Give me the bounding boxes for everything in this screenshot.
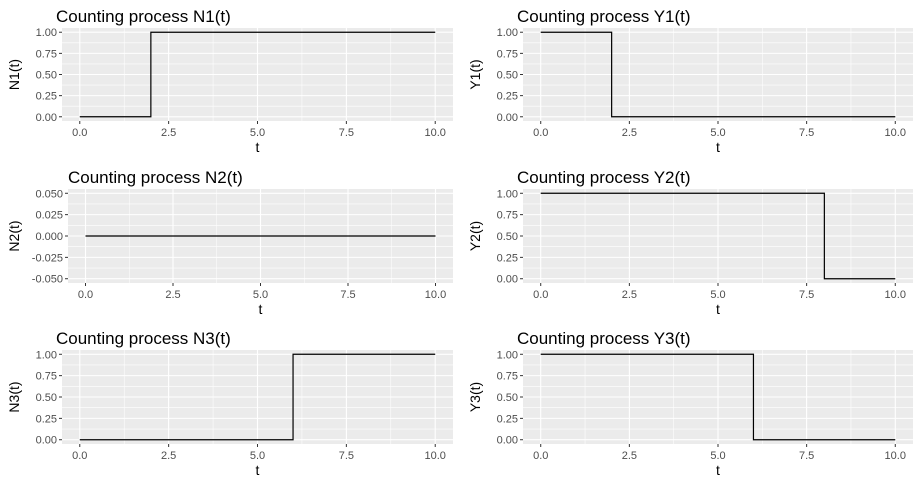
x-tick-label: 7.5 <box>340 289 355 301</box>
series-line <box>540 31 896 118</box>
y-tick-label: 0.25 <box>497 91 518 103</box>
panel-1: 0.0 2.5 5.0 7.5 10.0 0.00 0.25 0.50 0.75 1.00Coun… <box>6 7 453 155</box>
x-tick-label: 0.0 <box>533 127 548 139</box>
y-axis-label: N2(t) <box>6 220 22 251</box>
y-tick-label: 0.025 <box>35 210 63 222</box>
y-tick-label: 0.50 <box>36 70 57 82</box>
y-axis-label: N1(t) <box>6 59 22 90</box>
y-tick-label: 0.00 <box>497 112 518 124</box>
y-tick-label: 1.00 <box>497 27 518 39</box>
series-line <box>540 192 896 280</box>
x-axis-label: t <box>256 139 260 155</box>
x-tick-label: 10.0 <box>885 450 906 462</box>
x-tick-label: 0.0 <box>533 450 548 462</box>
series-line <box>79 31 436 118</box>
panel-5: 0.0 2.5 5.0 7.5 10.0 0.00 0.25 0.50 0.75 1.00Coun… <box>6 329 453 478</box>
y-tick-label: 0.050 <box>35 188 63 200</box>
x-tick-label: 0.0 <box>533 289 548 301</box>
y-tick-label: 0.00 <box>36 112 57 124</box>
y-tick-label: 0.75 <box>36 48 57 60</box>
series-line <box>79 353 436 441</box>
x-tick-label: 5.0 <box>250 450 265 462</box>
y-tick-label: 0.00 <box>497 435 518 447</box>
panel-6: 0.0 2.5 5.0 7.5 10.0 0.00 0.25 0.50 0.75 1.00Coun… <box>467 329 913 478</box>
y-tick-label: 1.00 <box>497 188 518 200</box>
x-tick-label: 7.5 <box>799 289 814 301</box>
x-tick-label: 2.5 <box>622 127 637 139</box>
y-axis-label: Y2(t) <box>467 221 483 251</box>
x-tick-label: 0.0 <box>72 127 87 139</box>
y-tick-label: 0.75 <box>497 210 518 222</box>
y-tick-label: 0.75 <box>497 371 518 383</box>
y-tick-label: 1.00 <box>36 349 57 361</box>
y-tick-label: 0.25 <box>36 413 57 425</box>
y-tick-label: -0.025 <box>32 252 63 264</box>
x-tick-label: 10.0 <box>425 450 446 462</box>
plot-title: Counting process Y2(t) <box>517 168 691 187</box>
y-tick-label: 0.25 <box>36 91 57 103</box>
x-tick-label: 5.0 <box>253 289 268 301</box>
panel-3: 0.0 2.5 5.0 7.5 10.0 -0.050 -0.025 0.000 0.025 0.… <box>6 168 453 317</box>
x-tick-label: 0.0 <box>78 289 93 301</box>
plot-title: Counting process Y3(t) <box>517 329 691 348</box>
y-tick-label: 0.50 <box>497 231 518 243</box>
y-tick-label: 0.000 <box>35 231 63 243</box>
y-tick-label: 0.00 <box>36 435 57 447</box>
y-axis-label: Y3(t) <box>467 382 483 412</box>
x-axis-label: t <box>716 301 720 317</box>
x-tick-label: 2.5 <box>161 127 176 139</box>
x-axis-label: t <box>256 462 260 478</box>
y-tick-label: 1.00 <box>497 349 518 361</box>
x-axis-label: t <box>259 301 263 317</box>
y-tick-label: 0.50 <box>497 392 518 404</box>
x-tick-label: 5.0 <box>250 127 265 139</box>
y-axis-label: N3(t) <box>6 381 22 412</box>
y-tick-label: 1.00 <box>36 27 57 39</box>
y-tick-label: 0.75 <box>497 48 518 60</box>
x-tick-label: 7.5 <box>799 127 814 139</box>
plot-title: Counting process N2(t) <box>68 168 243 187</box>
x-tick-label: 2.5 <box>161 450 176 462</box>
y-tick-label: 0.75 <box>36 371 57 383</box>
panel-2: 0.0 2.5 5.0 7.5 10.0 0.00 0.25 0.50 0.75 1.00Coun… <box>467 7 913 155</box>
x-tick-label: 10.0 <box>885 127 906 139</box>
x-tick-label: 7.5 <box>339 127 354 139</box>
panel-4: 0.0 2.5 5.0 7.5 10.0 0.00 0.25 0.50 0.75 1.00Coun… <box>467 168 913 317</box>
y-tick-label: 0.50 <box>36 392 57 404</box>
y-tick-label: 0.25 <box>497 413 518 425</box>
plot-title: Counting process Y1(t) <box>517 7 691 26</box>
y-axis-label: Y1(t) <box>467 59 483 89</box>
x-tick-label: 7.5 <box>799 450 814 462</box>
plot-title: Counting process N3(t) <box>56 329 231 348</box>
x-tick-label: 5.0 <box>710 289 725 301</box>
x-tick-label: 2.5 <box>165 289 180 301</box>
series-line <box>540 353 896 441</box>
plot-title: Counting process N1(t) <box>56 7 231 26</box>
x-tick-label: 10.0 <box>885 289 906 301</box>
x-tick-label: 5.0 <box>710 127 725 139</box>
x-tick-label: 2.5 <box>622 289 637 301</box>
y-tick-label: 0.00 <box>497 274 518 286</box>
y-tick-label: 0.25 <box>497 252 518 264</box>
x-tick-label: 0.0 <box>72 450 87 462</box>
x-axis-label: t <box>716 462 720 478</box>
x-axis-label: t <box>716 139 720 155</box>
y-tick-label: 0.50 <box>497 70 518 82</box>
x-tick-label: 10.0 <box>425 127 446 139</box>
x-tick-label: 7.5 <box>339 450 354 462</box>
x-tick-label: 2.5 <box>622 450 637 462</box>
y-tick-label: -0.050 <box>32 274 63 286</box>
x-tick-label: 10.0 <box>425 289 446 301</box>
x-tick-label: 5.0 <box>710 450 725 462</box>
